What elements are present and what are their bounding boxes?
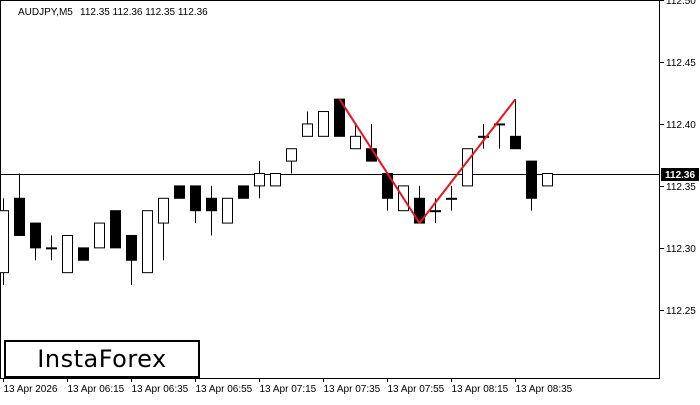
instaforex-logo: InstaForex (4, 340, 200, 378)
x-tick-label: 13 Apr 07:15 (260, 384, 317, 395)
candle (302, 111, 313, 137)
candle-body-bullish (254, 173, 265, 187)
candle (286, 148, 297, 174)
candle (542, 173, 553, 187)
candle-body-bearish (238, 185, 249, 199)
candle (270, 173, 281, 187)
candle-body-bullish (62, 234, 73, 274)
candle (478, 123, 489, 149)
candle (446, 185, 457, 211)
pattern-line (338, 98, 421, 224)
candle-body-bullish (94, 222, 105, 249)
x-tick-label: 13 Apr 06:35 (132, 384, 189, 395)
candle-body-bearish (30, 222, 41, 249)
candle (494, 123, 505, 149)
current-price-tag: 112.36 (661, 168, 699, 181)
logo-text: InstaForex (37, 345, 167, 373)
candle (126, 234, 137, 286)
candle-body-bullish (142, 210, 153, 274)
candle-body-bullish (446, 197, 457, 200)
pattern-line (418, 98, 517, 224)
current-price-label: 112.36 (665, 170, 695, 181)
candle-body-bearish (206, 197, 217, 212)
candle-body-bullish (46, 247, 57, 250)
candle (526, 160, 537, 211)
candle (222, 197, 233, 224)
candle-body-bullish (478, 135, 489, 138)
candle (206, 185, 217, 236)
candle (14, 173, 25, 236)
y-tick-label: 112.40 (666, 120, 696, 131)
x-tick-label: 13 Apr 06:55 (196, 384, 253, 395)
candle-body-bullish (494, 123, 505, 126)
candle (190, 185, 201, 224)
candle-body-bullish (302, 123, 313, 137)
candle (30, 222, 41, 261)
candle-body-bearish (190, 185, 201, 212)
chart-ohlc: 112.35 112.36 112.35 112.36 (80, 7, 208, 18)
chart-symbol: AUDJPY,M5 (18, 7, 73, 18)
candle-body-bearish (510, 135, 521, 150)
candle-body-bearish (126, 234, 137, 261)
candle-body-bearish (174, 185, 185, 199)
candle (350, 123, 361, 150)
candle-body-bullish (0, 210, 9, 274)
current-price-tag-bg (661, 168, 699, 181)
candle (0, 198, 9, 286)
y-tick-label: 112.35 (666, 182, 696, 193)
x-tick-label: 13 Apr 07:55 (388, 384, 445, 395)
candle (238, 185, 249, 199)
candle-body-bullish (222, 197, 233, 224)
x-tick-label: 13 Apr 06:15 (68, 384, 125, 395)
candle (94, 222, 105, 249)
candle (110, 210, 121, 249)
candle (318, 111, 329, 137)
y-tick-label: 112.45 (666, 58, 696, 69)
candle (462, 148, 473, 187)
candle-body-bullish (318, 111, 329, 137)
candle (254, 161, 265, 199)
candle-body-bullish (350, 135, 361, 150)
candle (46, 235, 57, 261)
candle-body-bullish (542, 173, 553, 187)
candle (142, 210, 153, 274)
candle-body-bearish (78, 247, 89, 261)
x-tick-label: 13 Apr 07:35 (324, 384, 381, 395)
candle-body-bearish (110, 210, 121, 249)
candle (158, 197, 169, 261)
candle-body-bullish (430, 210, 441, 213)
y-tick-label: 112.30 (666, 244, 696, 255)
candle (78, 247, 89, 261)
x-tick-label: 13 Apr 08:15 (452, 384, 509, 395)
candle-body-bullish (270, 173, 281, 187)
y-tick-label: 112.50 (666, 0, 696, 7)
candle-body-bullish (158, 197, 169, 224)
candle (62, 234, 73, 274)
candle (174, 185, 185, 199)
candle-body-bearish (526, 160, 537, 199)
y-tick-label: 112.25 (666, 306, 696, 317)
candle-body-bearish (14, 197, 25, 236)
candle (510, 99, 521, 150)
x-tick-label: 13 Apr 08:35 (516, 384, 573, 395)
candle-body-bullish (286, 148, 297, 162)
x-tick-label: 13 Apr 2026 (4, 384, 58, 395)
candle-body-bullish (462, 148, 473, 187)
plot-frame (0, 0, 660, 379)
